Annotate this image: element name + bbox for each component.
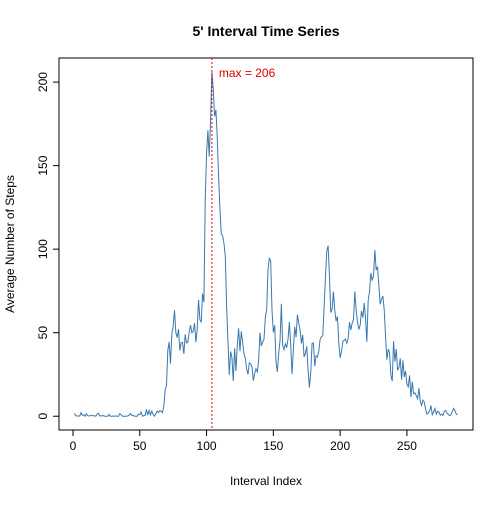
x-tick-label: 250 xyxy=(397,439,417,453)
y-axis-label: Average Number of Steps xyxy=(3,175,17,313)
y-tick-label: 0 xyxy=(36,413,50,420)
x-tick-label: 50 xyxy=(133,439,147,453)
y-tick-label: 100 xyxy=(36,239,50,259)
max-annotation: max = 206 xyxy=(219,66,276,80)
y-tick-label: 200 xyxy=(36,72,50,92)
plot-box xyxy=(58,57,474,431)
data-line xyxy=(73,71,458,418)
y-tick-label: 150 xyxy=(36,155,50,175)
x-tick-label: 150 xyxy=(263,439,283,453)
x-tick-label: 200 xyxy=(330,439,350,453)
x-tick-label: 100 xyxy=(197,439,217,453)
y-tick-label: 50 xyxy=(36,326,50,340)
x-tick-label: 0 xyxy=(70,439,77,453)
chart-title: 5' Interval Time Series xyxy=(192,23,339,39)
x-axis-label: Interval Index xyxy=(230,474,302,488)
